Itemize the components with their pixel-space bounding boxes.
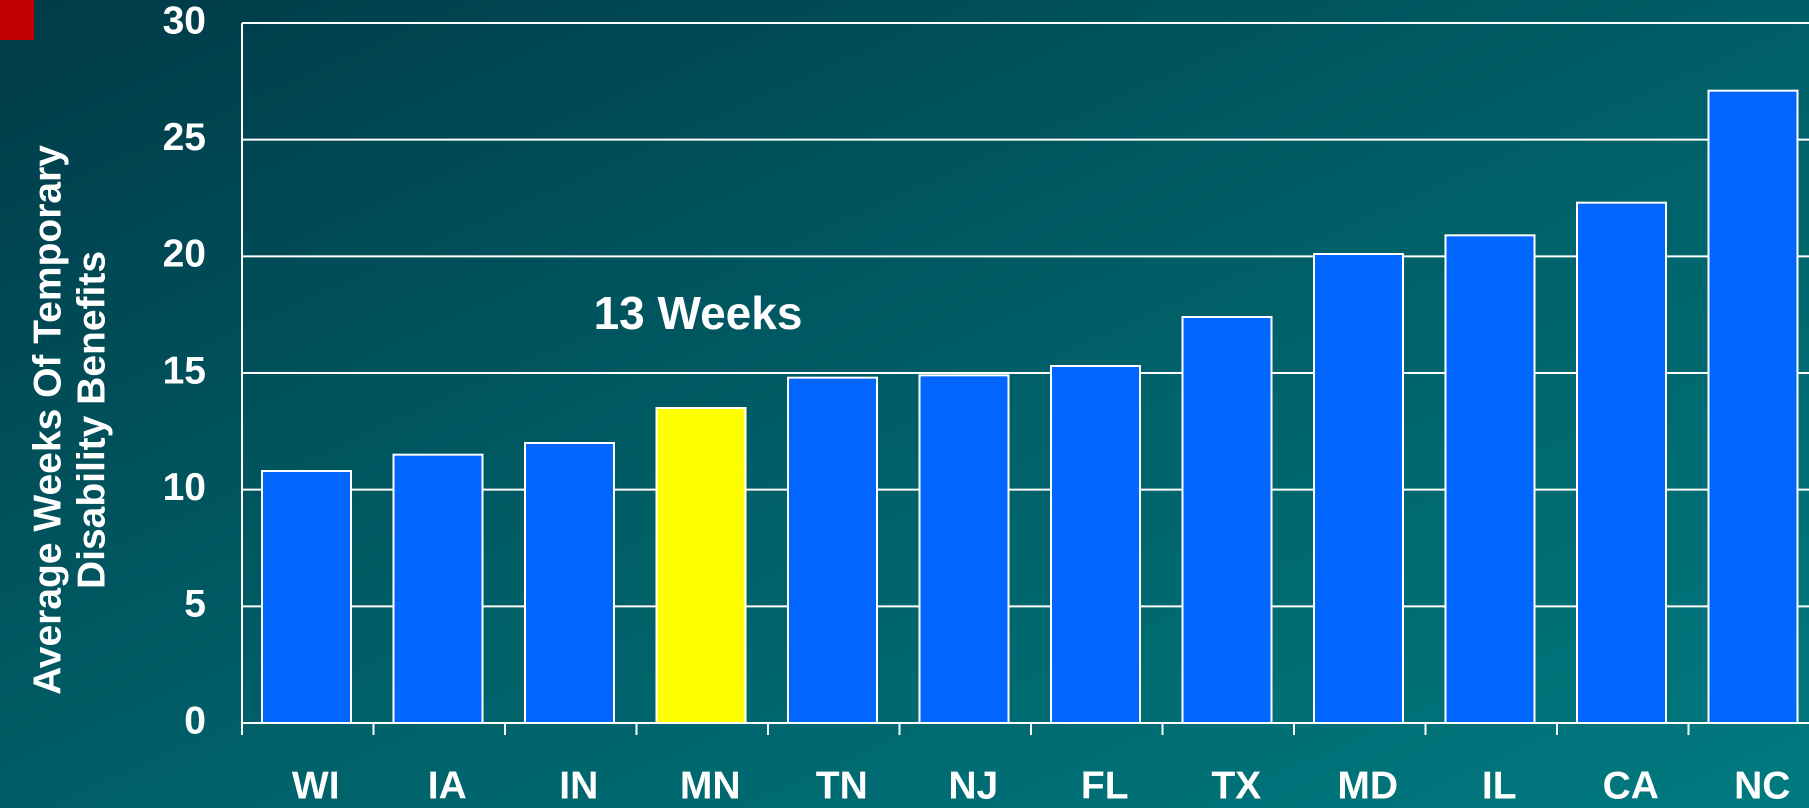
bar — [1707, 89, 1799, 724]
bar — [524, 442, 615, 724]
bar — [1050, 365, 1141, 724]
bar — [787, 376, 878, 724]
y-axis-title: Average Weeks Of Temporary Disability Be… — [26, 145, 113, 695]
annotation: 13 Weeks — [594, 287, 803, 339]
y-axis-title-line: Disability Benefits — [70, 251, 113, 589]
bar — [392, 453, 484, 724]
x-tick-label: NC — [1734, 764, 1790, 807]
corner-square — [0, 0, 34, 40]
y-tick-label: 25 — [163, 116, 206, 159]
bar — [261, 470, 352, 724]
bar — [1444, 234, 1536, 724]
x-tick-label: TN — [816, 764, 868, 807]
x-tick-label: MN — [680, 764, 741, 807]
y-tick-label: 30 — [163, 0, 206, 42]
y-tick-label: 10 — [163, 466, 206, 509]
bar — [1313, 253, 1404, 724]
y-tick-label: 0 — [184, 699, 206, 742]
y-axis-title-line: Average Weeks Of Temporary — [26, 145, 69, 695]
x-tick-label: WI — [292, 764, 340, 807]
bar — [655, 407, 747, 724]
x-tick-label: IL — [1482, 764, 1517, 807]
y-tick-label: 20 — [163, 233, 206, 276]
y-tick-label: 5 — [184, 583, 206, 626]
bar — [1576, 201, 1667, 724]
bar — [918, 374, 1010, 724]
x-tick-label: FL — [1081, 764, 1129, 807]
x-tick-label: IN — [559, 764, 598, 807]
x-tick-label: CA — [1603, 764, 1659, 807]
x-tick-label: IA — [428, 764, 467, 807]
x-tick-label: TX — [1211, 764, 1261, 807]
x-tick-label: MD — [1337, 764, 1398, 807]
y-tick-label: 15 — [163, 349, 206, 392]
x-tick-label: NJ — [948, 764, 998, 807]
bar — [1181, 316, 1273, 724]
